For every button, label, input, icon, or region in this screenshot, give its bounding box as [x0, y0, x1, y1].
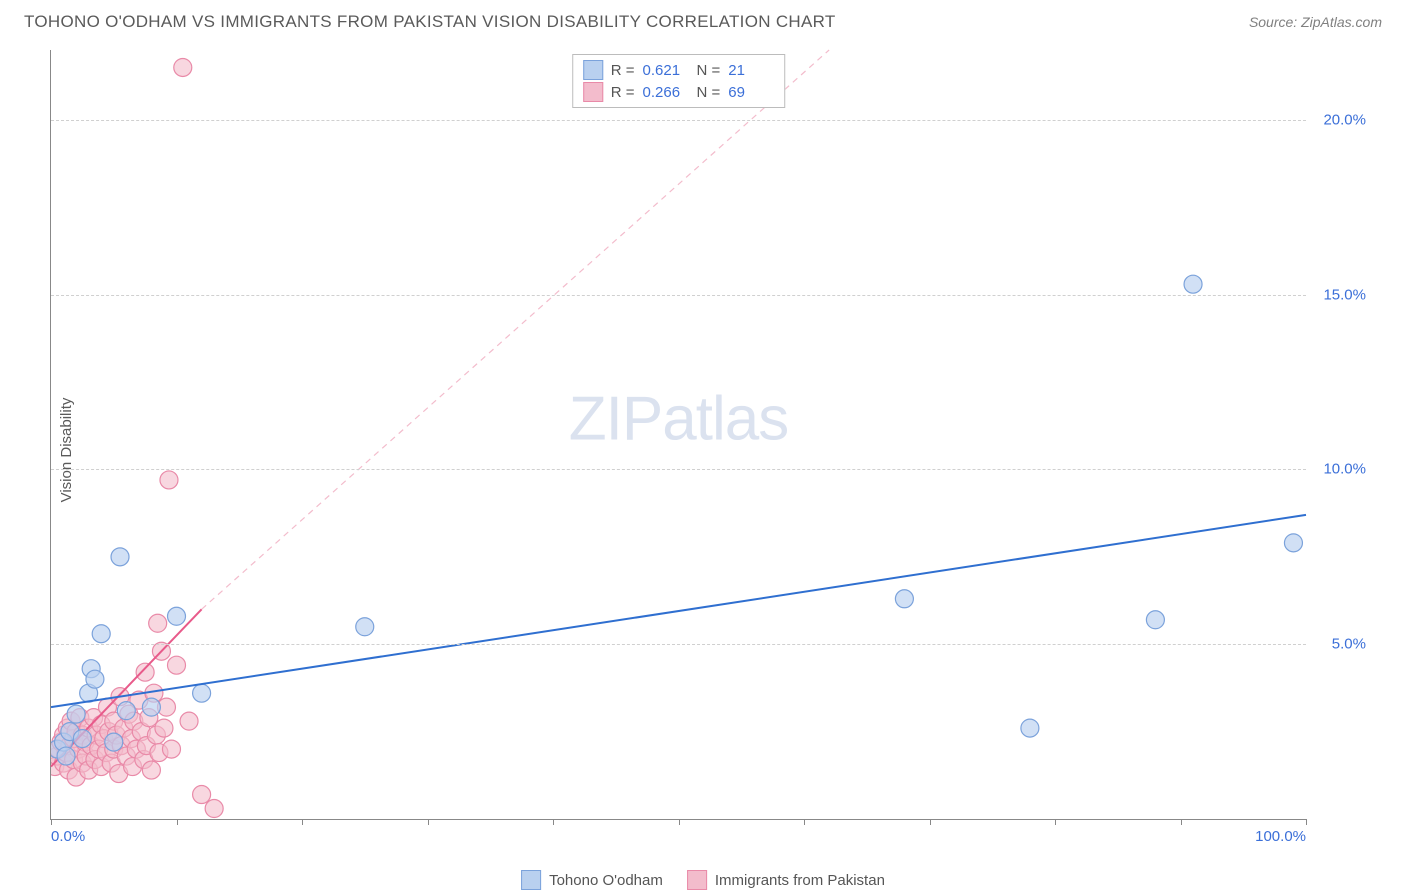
plot-svg [51, 50, 1306, 819]
bottom-legend-item-blue: Tohono O'odham [521, 870, 663, 890]
swatch-blue [521, 870, 541, 890]
legend-r-label: R = [611, 84, 635, 101]
y-tick-label: 10.0% [1311, 461, 1366, 478]
bottom-legend-label-pink: Immigrants from Pakistan [715, 872, 885, 889]
chart-source: Source: ZipAtlas.com [1249, 14, 1382, 30]
swatch-blue [583, 60, 603, 80]
chart-title: TOHONO O'ODHAM VS IMMIGRANTS FROM PAKIST… [24, 12, 836, 32]
y-tick-label: 5.0% [1311, 636, 1366, 653]
bottom-legend: Tohono O'odham Immigrants from Pakistan [521, 870, 885, 890]
swatch-pink [687, 870, 707, 890]
bottom-legend-label-blue: Tohono O'odham [549, 872, 663, 889]
legend-r-pink: 0.266 [643, 84, 689, 101]
plot-area: ZIPatlas R = 0.621 N = 21 R = 0.266 N = … [50, 50, 1306, 820]
legend-n-pink: 69 [728, 84, 774, 101]
legend-r-blue: 0.621 [643, 62, 689, 79]
legend-n-label: N = [697, 62, 721, 79]
x-tick-label-min: 0.0% [51, 828, 85, 845]
y-tick-label: 15.0% [1311, 286, 1366, 303]
bottom-legend-item-pink: Immigrants from Pakistan [687, 870, 885, 890]
y-tick-label: 20.0% [1311, 111, 1366, 128]
legend-row-pink: R = 0.266 N = 69 [583, 81, 775, 103]
chart-container: Vision Disability ZIPatlas R = 0.621 N =… [50, 50, 1376, 850]
correlation-legend: R = 0.621 N = 21 R = 0.266 N = 69 [572, 54, 786, 108]
legend-row-blue: R = 0.621 N = 21 [583, 59, 775, 81]
swatch-pink [583, 82, 603, 102]
legend-n-label: N = [697, 84, 721, 101]
chart-header: TOHONO O'ODHAM VS IMMIGRANTS FROM PAKIST… [0, 0, 1406, 40]
x-tick-label-max: 100.0% [1255, 828, 1306, 845]
legend-n-blue: 21 [728, 62, 774, 79]
legend-r-label: R = [611, 62, 635, 79]
